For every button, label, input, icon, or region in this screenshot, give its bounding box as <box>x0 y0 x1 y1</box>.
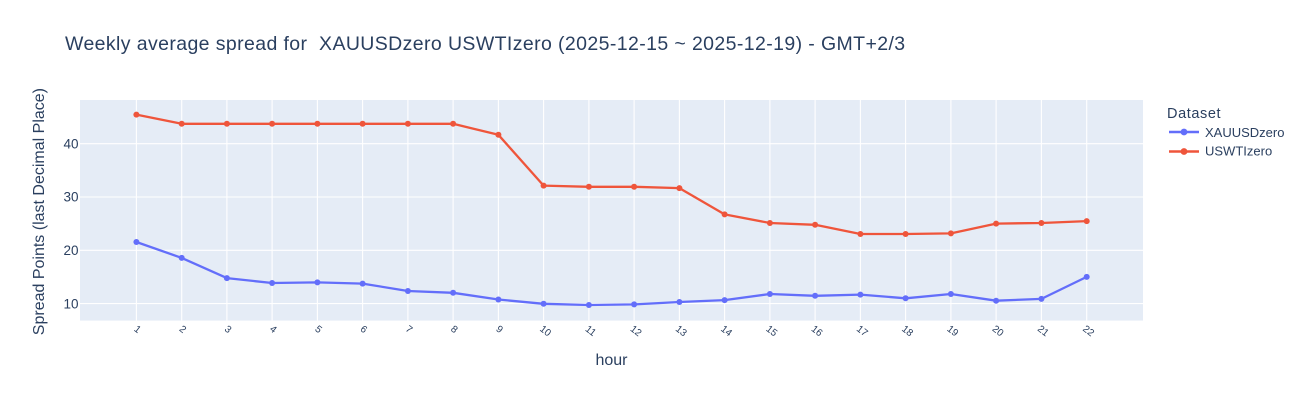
svg-text:hour: hour <box>595 352 628 369</box>
svg-text:Weekly average spread for XAU: Weekly average spread for XAUUSDzero USW… <box>65 33 906 55</box>
svg-text:22: 22 <box>1080 324 1096 340</box>
svg-text:14: 14 <box>718 324 734 340</box>
svg-text:40: 40 <box>63 136 78 151</box>
svg-text:11: 11 <box>583 324 598 339</box>
svg-text:20: 20 <box>63 243 78 258</box>
svg-text:4: 4 <box>267 324 279 336</box>
svg-text:5: 5 <box>313 324 325 336</box>
svg-text:12: 12 <box>628 324 644 340</box>
svg-text:Dataset: Dataset <box>1167 106 1221 122</box>
svg-text:10: 10 <box>63 296 78 311</box>
svg-text:3: 3 <box>222 324 234 336</box>
svg-text:15: 15 <box>764 324 780 340</box>
svg-text:16: 16 <box>809 324 825 340</box>
svg-text:20: 20 <box>990 324 1006 340</box>
svg-text:18: 18 <box>899 324 915 340</box>
svg-text:9: 9 <box>494 324 506 336</box>
svg-text:1: 1 <box>132 324 144 336</box>
svg-text:10: 10 <box>537 324 553 340</box>
svg-text:21: 21 <box>1035 324 1051 340</box>
svg-text:2: 2 <box>177 324 189 336</box>
svg-text:USWTIzero: USWTIzero <box>1205 144 1272 159</box>
svg-text:Spread Points (last Decimal Pl: Spread Points (last Decimal Place) <box>31 88 48 335</box>
svg-text:XAUUSDzero: XAUUSDzero <box>1205 125 1284 140</box>
svg-text:17: 17 <box>854 324 870 340</box>
svg-text:8: 8 <box>448 324 460 336</box>
svg-text:13: 13 <box>673 324 689 340</box>
svg-text:6: 6 <box>358 324 370 336</box>
svg-text:19: 19 <box>945 324 961 340</box>
svg-text:7: 7 <box>403 324 415 336</box>
svg-text:30: 30 <box>63 190 78 205</box>
